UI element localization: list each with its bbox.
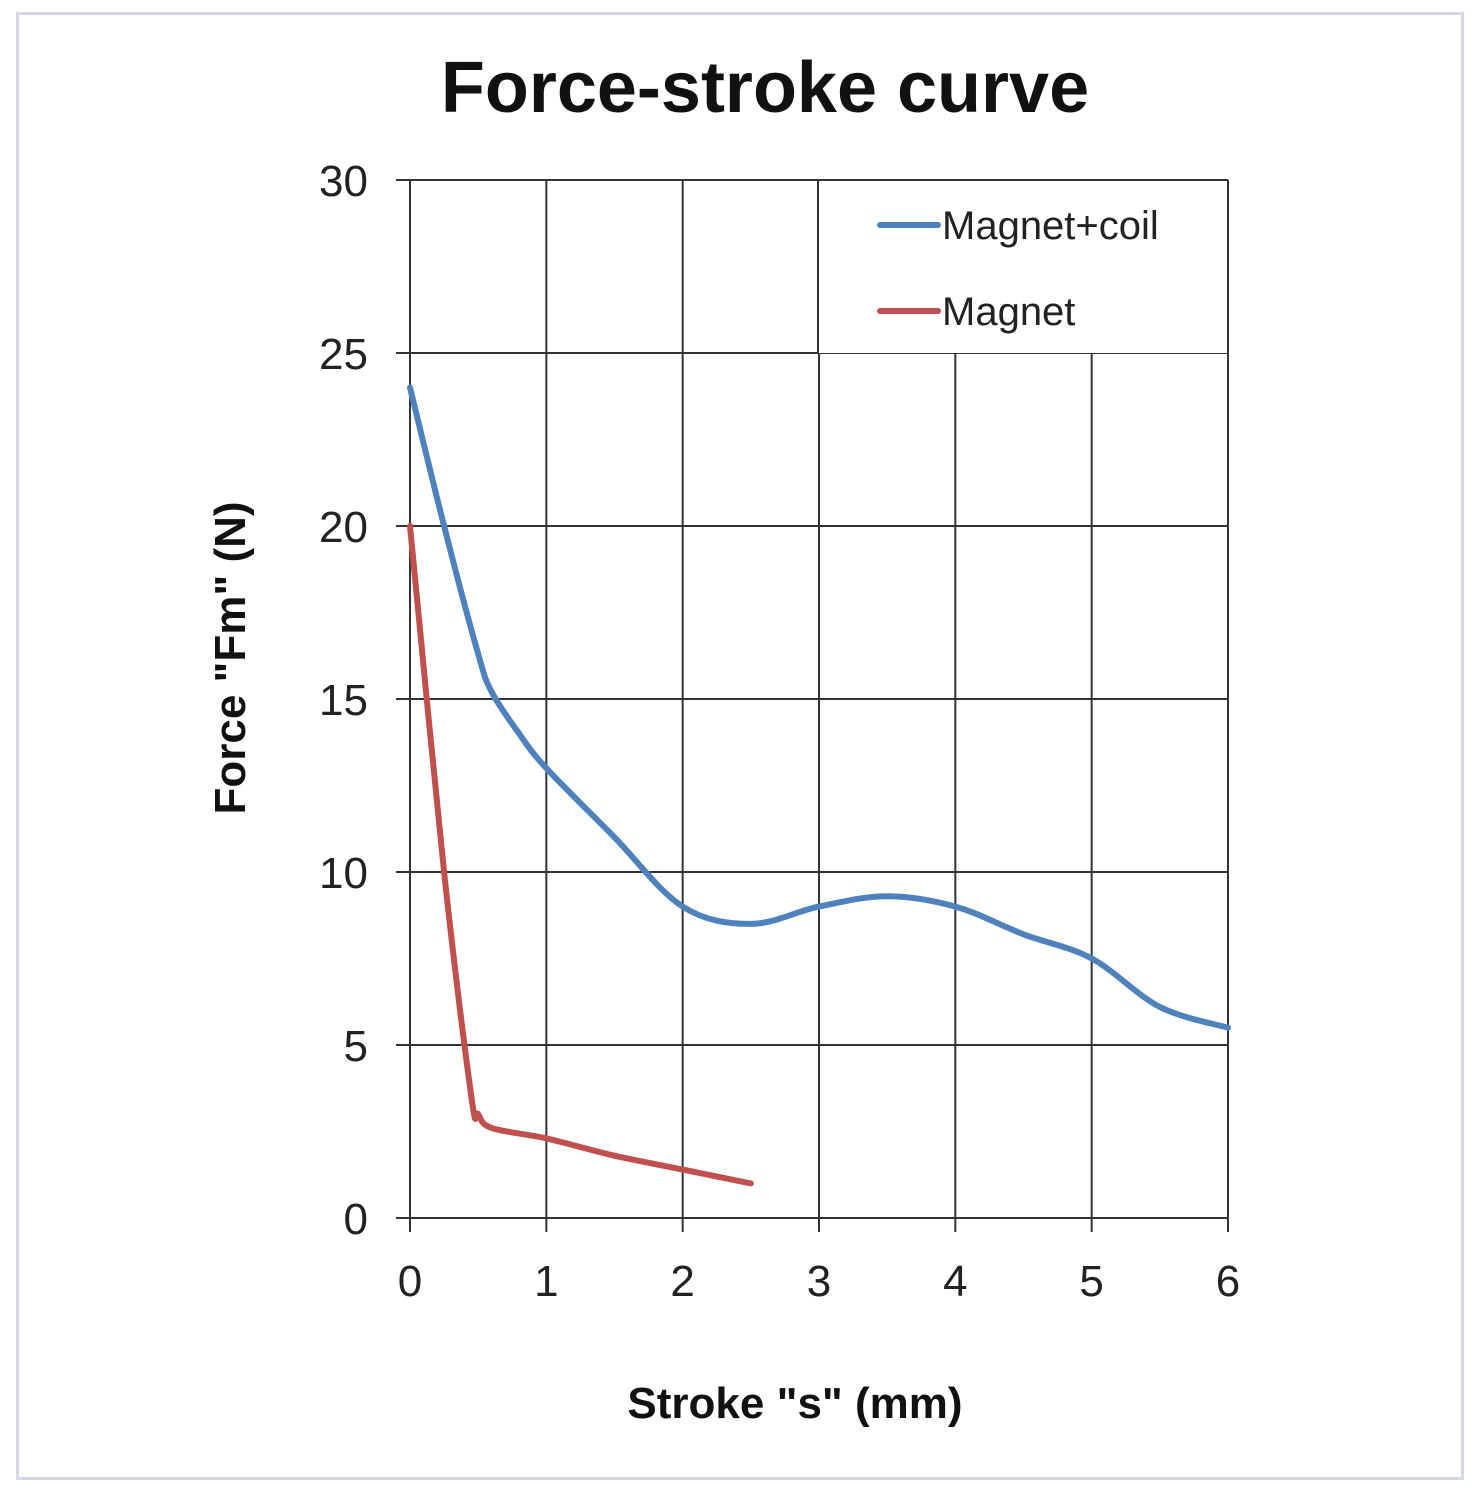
x-tick-label: 3 (807, 1257, 831, 1306)
chart-title: Force-stroke curve (441, 48, 1089, 128)
y-tick-label: 30 (319, 157, 368, 206)
series-lines (407, 384, 1231, 1187)
x-tick-label: 4 (943, 1257, 967, 1306)
legend-label: Magnet+coil (942, 204, 1159, 248)
y-tick-label: 0 (344, 1195, 368, 1244)
legend-label: Magnet (942, 290, 1075, 334)
y-tick-label: 15 (319, 676, 368, 725)
x-tick-label: 1 (534, 1257, 558, 1306)
x-tick-label: 5 (1079, 1257, 1103, 1306)
series-line-magnet (407, 523, 754, 1187)
y-tick-label: 10 (319, 849, 368, 898)
y-tick-label: 25 (319, 330, 368, 379)
x-tick-label: 2 (670, 1257, 694, 1306)
axis-ticks: 0 5 10 15 20 25 30 0 1 2 3 4 5 6 (319, 157, 1240, 1306)
legend: Magnet+coil Magnet (817, 180, 1227, 353)
legend-box (818, 181, 1227, 353)
x-tick-label: 6 (1216, 1257, 1240, 1306)
x-axis-label: Stroke "s" (mm) (627, 1379, 962, 1428)
x-tick-label: 0 (398, 1257, 422, 1306)
y-tick-label: 20 (319, 503, 368, 552)
y-tick-label: 5 (344, 1022, 368, 1071)
y-axis-label: Force "Fm" (N) (206, 501, 255, 814)
series-line-magnet-coil (407, 384, 1231, 1031)
